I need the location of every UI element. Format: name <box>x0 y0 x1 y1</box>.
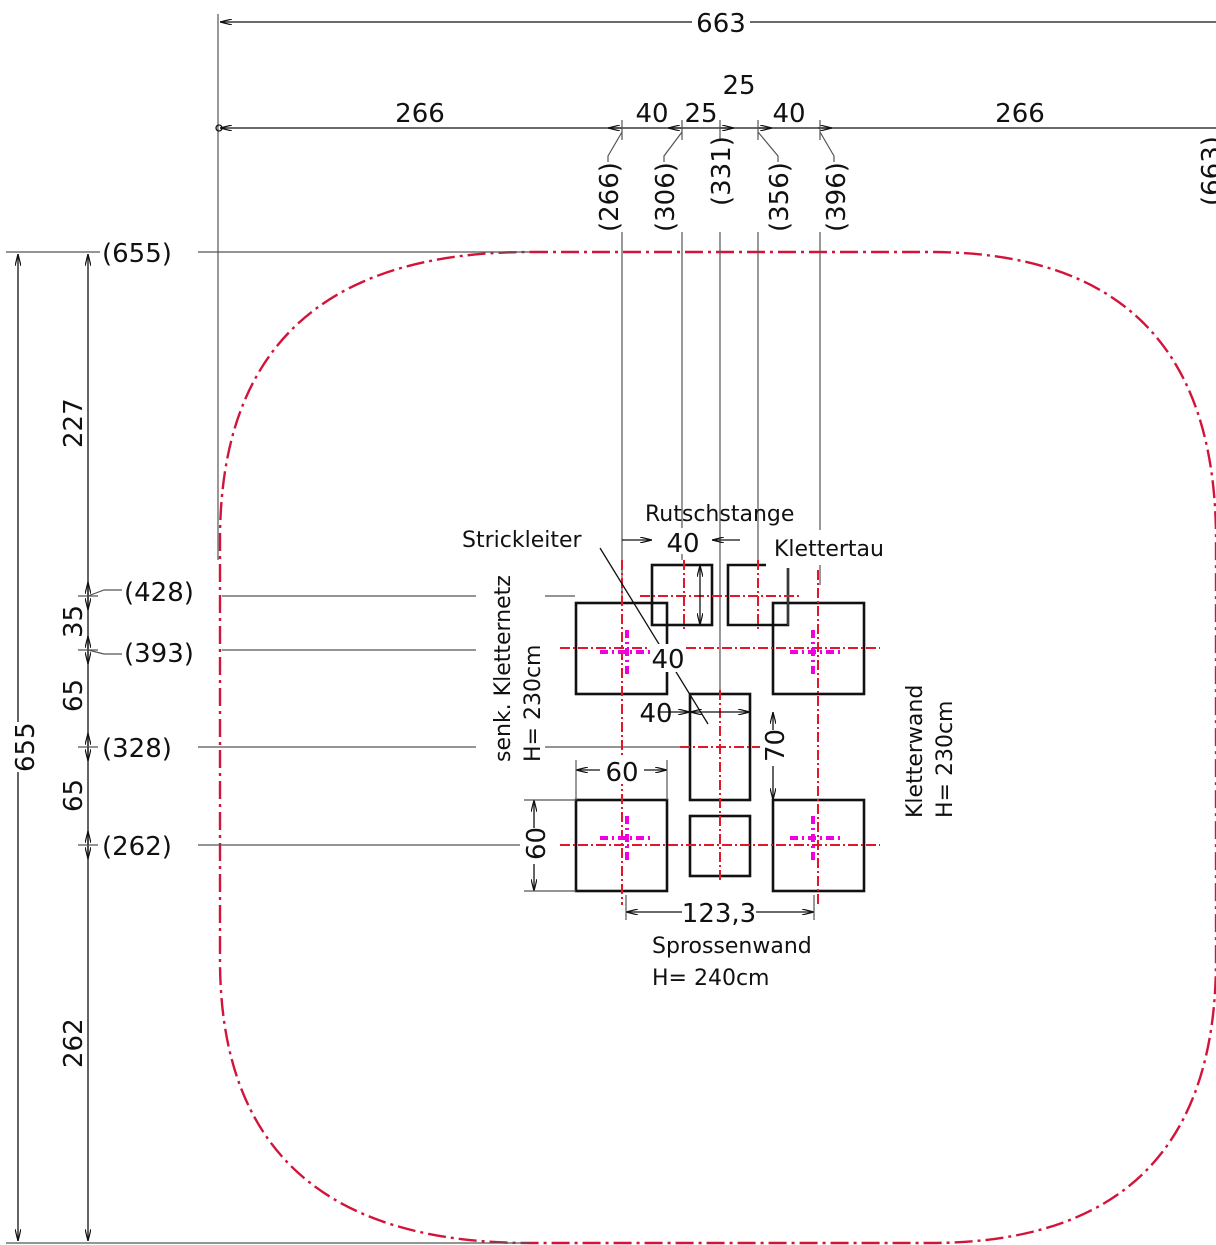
dim-left-offset: 266 <box>395 99 445 129</box>
dim-inner-40-mid: 40 <box>651 645 684 675</box>
x-ref-306: (306) <box>651 162 681 232</box>
y-ref-655: (655) <box>102 239 172 269</box>
x-ref-331: (331) <box>707 136 737 206</box>
dim-span-123-3: 123,3 <box>682 899 756 929</box>
dim-inner-40-left: 40 <box>639 699 672 729</box>
left-dimensions <box>4 251 690 1244</box>
dim-y-262: 262 <box>59 1018 89 1068</box>
y-ref-262: (262) <box>102 832 172 862</box>
dim-inner-70: 70 <box>761 729 791 762</box>
center-lines <box>560 560 880 905</box>
x-ref-663-partial: (663) <box>1197 136 1216 206</box>
dim-total-height: 655 <box>11 722 41 772</box>
dim-gap-40-right: 40 <box>772 99 805 129</box>
top-dimensions <box>215 6 1216 690</box>
dim-gap-40-left: 40 <box>635 99 668 129</box>
dim-total-width: 663 <box>696 9 746 39</box>
dim-inner-40-top: 40 <box>666 529 699 559</box>
label-sprossenwand-2: H= 240cm <box>652 966 770 991</box>
dim-gap-25: 25 <box>684 99 717 129</box>
dim-box-60-h: 60 <box>605 758 638 788</box>
dim-right-offset: 266 <box>995 99 1045 129</box>
dim-y-65b: 65 <box>59 779 89 812</box>
y-ref-328: (328) <box>102 734 172 764</box>
dim-y-35: 35 <box>59 605 89 638</box>
dim-y-65a: 65 <box>59 679 89 712</box>
label-kletternetz-1: senk. Kletternetz <box>491 575 516 762</box>
x-ref-266: (266) <box>595 162 625 232</box>
y-ref-393: (393) <box>124 639 194 669</box>
label-klettertau: Klettertau <box>774 537 884 562</box>
anchor-marks <box>600 630 840 862</box>
dim-y-227: 227 <box>59 398 89 448</box>
label-kletterwand-2: H= 230cm <box>933 701 958 819</box>
label-strickleiter: Strickleiter <box>462 528 583 553</box>
y-ref-428: (428) <box>124 578 194 608</box>
label-kletterwand-1: Kletterwand <box>903 685 928 818</box>
label-sprossenwand-1: Sprossenwand <box>652 934 812 959</box>
label-kletternetz-2: H= 230cm <box>521 645 546 763</box>
label-rutschstange: Rutschstange <box>645 502 794 527</box>
dim-box-60-v: 60 <box>522 827 552 860</box>
dim-gap-25-top: 25 <box>722 71 755 101</box>
x-ref-356: (356) <box>765 162 795 232</box>
x-ref-396: (396) <box>822 162 852 232</box>
